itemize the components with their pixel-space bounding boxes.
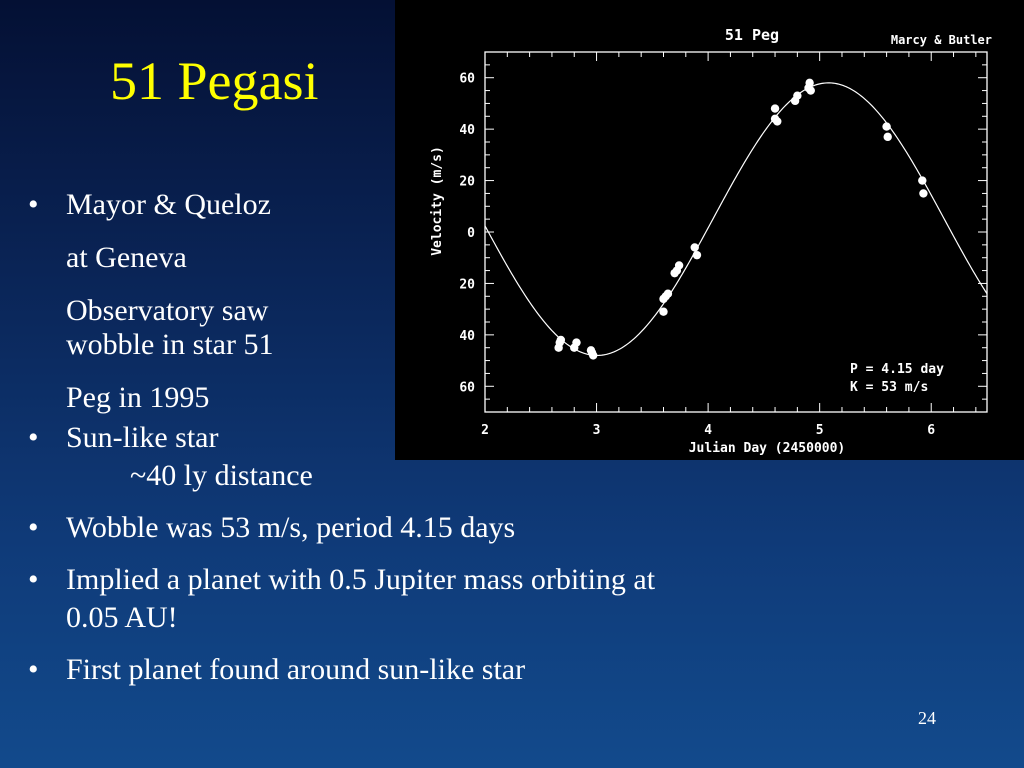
bullet-line: Wobble was 53 m/s, period 4.15 days (66, 511, 516, 544)
bullet-item: • Sun-like star ~40 ly distance (28, 421, 888, 493)
data-point (806, 86, 815, 95)
bullet-line: 0.05 AU! (66, 601, 178, 634)
x-tick-label: 4 (704, 423, 712, 438)
data-point (556, 335, 566, 345)
fit-curve (484, 82, 988, 357)
y-axis-label: Velocity (m/s) (430, 146, 445, 256)
x-tick-label: 2 (481, 423, 489, 438)
bullet-item: • Implied a planet with 0.5 Jupiter mass… (28, 563, 888, 635)
bullet-line: First planet found around sun-like star (66, 653, 526, 686)
bullet-dot: • (28, 421, 39, 454)
data-point (805, 78, 814, 88)
slide-title: 51 Pegasi (110, 51, 319, 111)
chart-title: 51 Peg (725, 26, 779, 44)
y-tick-label: 20 (459, 277, 475, 292)
bullet-dot: • (28, 563, 39, 596)
bullet-line: Implied a planet with 0.5 Jupiter mass o… (66, 563, 656, 596)
y-tick-label: 0 (467, 226, 475, 241)
data-point (663, 289, 673, 298)
data-point (674, 261, 684, 270)
bullet-line: Sun-like star (66, 421, 219, 454)
y-tick-label: 20 (459, 175, 475, 190)
bullet-dot: • (28, 511, 39, 544)
bullet-item: • Mayor & Queloz at Geneva Observatory s… (28, 188, 888, 415)
bullet-line: Peg in 1995 (66, 381, 210, 414)
chart-credit: Marcy & Butler (891, 33, 992, 47)
y-tick-label: 60 (459, 380, 475, 395)
bullet-line: Observatory saw (66, 294, 269, 327)
y-tick-label: 40 (459, 123, 475, 138)
bullet-dot: • (28, 188, 39, 221)
data-point (882, 122, 891, 131)
y-tick-label: 60 (459, 72, 475, 87)
x-tick-label: 5 (816, 423, 824, 438)
data-point (659, 307, 668, 316)
data-point (690, 243, 699, 252)
bullet-line: ~40 ly distance (130, 459, 313, 492)
bullet-dot: • (28, 653, 39, 686)
data-point (883, 132, 892, 142)
bullet-list: • Mayor & Queloz at Geneva Observatory s… (28, 188, 888, 687)
x-tick-label: 6 (927, 423, 935, 438)
data-point (773, 117, 782, 126)
data-point (770, 104, 780, 113)
data-point (589, 351, 598, 360)
bullet-line: Mayor & Queloz (66, 188, 271, 221)
bullet-item: • Wobble was 53 m/s, period 4.15 days (28, 511, 888, 545)
x-axis-label: Julian Day (2450000) (689, 441, 846, 456)
bullet-line: at Geneva (66, 241, 187, 274)
period-annotation: P = 4.15 day (850, 362, 944, 377)
data-point (918, 176, 927, 185)
plot-svg: 2 3 4 5 6 60 40 20 0 20 40 60 51 Peg Marcy & Butler Ju… (430, 26, 992, 456)
plot-frame (484, 51, 988, 413)
data-point (919, 189, 928, 198)
bullet-line: wobble in star 51 (66, 328, 274, 361)
data-point (793, 91, 802, 100)
data-point (692, 250, 702, 260)
data-point (572, 338, 581, 347)
x-tick-label: 3 (593, 423, 601, 438)
y-tick-label: 40 (459, 329, 475, 344)
radial-velocity-plot: 2 3 4 5 6 60 40 20 0 20 40 60 51 Peg Marcy & Butler Ju… (395, 0, 1024, 460)
amplitude-annotation: K = 53 m/s (850, 380, 928, 395)
bullet-item: • First planet found around sun-like sta… (28, 653, 888, 687)
page-number: 24 (918, 708, 936, 728)
